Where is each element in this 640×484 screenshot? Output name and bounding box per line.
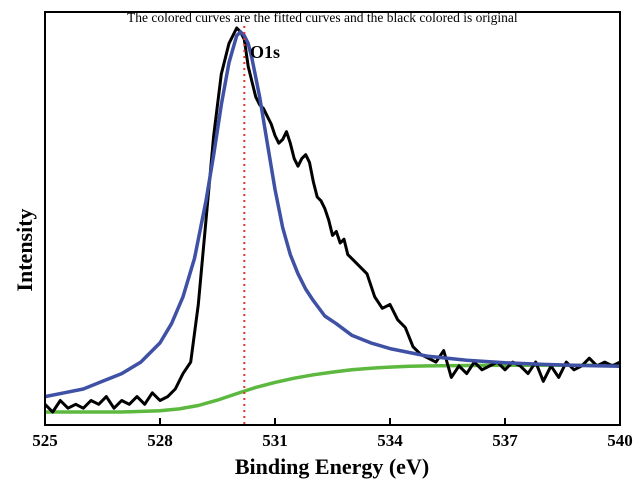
x-tick-label: 540 [607, 431, 633, 450]
original-curve [43, 26, 621, 414]
fitted-background-curve [45, 363, 620, 414]
peak-label: O1s [250, 42, 280, 62]
x-tick-label: 534 [377, 431, 403, 450]
x-axis-ticks: 525 528 531 534 537 540 [32, 418, 633, 450]
x-axis-title: Binding Energy (eV) [235, 454, 429, 479]
plot-frame [44, 11, 621, 426]
x-tick-label: 528 [147, 431, 173, 450]
chart-annotation: The colored curves are the fitted curves… [127, 10, 518, 25]
y-axis-title: Intensity [12, 208, 37, 291]
fitted-peak-curve [44, 30, 621, 399]
plot-series [43, 26, 621, 414]
x-tick-label: 525 [32, 431, 58, 450]
x-tick-label: 537 [492, 431, 518, 450]
x-tick-label: 531 [262, 431, 288, 450]
